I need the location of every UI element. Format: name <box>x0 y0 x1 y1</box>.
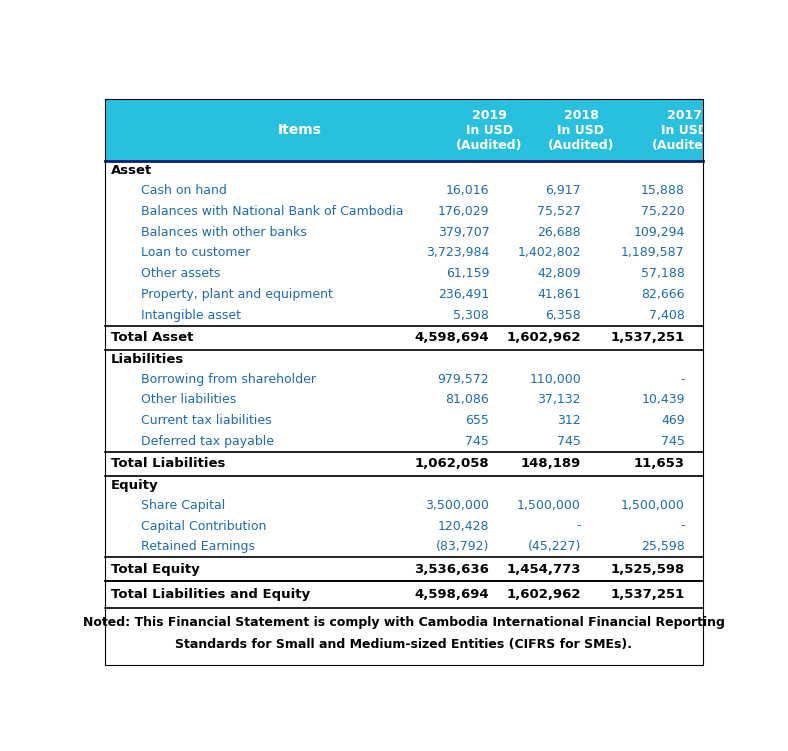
Text: 2019
In USD
(Audited): 2019 In USD (Audited) <box>456 109 522 152</box>
Text: 75,220: 75,220 <box>641 205 685 218</box>
Text: 1,602,962: 1,602,962 <box>507 588 581 601</box>
Text: (83,792): (83,792) <box>436 540 489 553</box>
Text: Total Liabilities: Total Liabilities <box>110 457 225 470</box>
Text: Total Equity: Total Equity <box>110 562 199 576</box>
Text: 469: 469 <box>661 415 685 427</box>
Text: 120,428: 120,428 <box>438 520 489 532</box>
Text: 75,527: 75,527 <box>537 205 581 218</box>
Text: 236,491: 236,491 <box>438 288 489 301</box>
Text: Balances with National Bank of Cambodia: Balances with National Bank of Cambodia <box>141 205 403 218</box>
Text: Share Capital: Share Capital <box>141 499 225 511</box>
Text: 1,189,587: 1,189,587 <box>621 246 685 260</box>
Text: 655: 655 <box>466 415 489 427</box>
Text: 81,086: 81,086 <box>445 394 489 406</box>
Text: 3,536,636: 3,536,636 <box>414 562 489 576</box>
Text: Other liabilities: Other liabilities <box>141 394 236 406</box>
Text: Equity: Equity <box>110 479 158 492</box>
Text: 42,809: 42,809 <box>537 267 581 280</box>
Text: 26,688: 26,688 <box>537 226 581 239</box>
Text: 11,653: 11,653 <box>634 457 685 470</box>
Text: 7,408: 7,408 <box>649 309 685 322</box>
Text: Noted: This Financial Statement is comply with Cambodia International Financial : Noted: This Financial Statement is compl… <box>83 617 725 629</box>
Text: Other assets: Other assets <box>141 267 221 280</box>
Text: 4,598,694: 4,598,694 <box>414 588 489 601</box>
Text: 5,308: 5,308 <box>453 309 489 322</box>
Text: Borrowing from shareholder: Borrowing from shareholder <box>141 372 316 385</box>
Text: 61,159: 61,159 <box>446 267 489 280</box>
Text: Capital Contribution: Capital Contribution <box>141 520 266 532</box>
Text: Retained Earnings: Retained Earnings <box>141 540 255 553</box>
Text: Current tax liabilities: Current tax liabilities <box>141 415 272 427</box>
Text: 2017
In USD
(Audited): 2017 In USD (Audited) <box>652 109 718 152</box>
Text: -: - <box>680 520 685 532</box>
Text: 25,598: 25,598 <box>641 540 685 553</box>
Text: 1,062,058: 1,062,058 <box>414 457 489 470</box>
Text: 1,525,598: 1,525,598 <box>611 562 685 576</box>
Text: 10,439: 10,439 <box>641 394 685 406</box>
Text: 1,537,251: 1,537,251 <box>611 331 685 344</box>
Text: -: - <box>577 520 581 532</box>
Text: 37,132: 37,132 <box>537 394 581 406</box>
Text: Loan to customer: Loan to customer <box>141 246 251 260</box>
Text: 979,572: 979,572 <box>437 372 489 385</box>
Text: 312: 312 <box>557 415 581 427</box>
Text: 110,000: 110,000 <box>530 372 581 385</box>
Text: 1,500,000: 1,500,000 <box>517 499 581 511</box>
Text: 745: 745 <box>557 435 581 448</box>
Text: 148,189: 148,189 <box>521 457 581 470</box>
Text: Cash on hand: Cash on hand <box>141 184 227 197</box>
Text: -: - <box>680 372 685 385</box>
Text: Total Liabilities and Equity: Total Liabilities and Equity <box>110 588 310 601</box>
Text: (45,227): (45,227) <box>528 540 581 553</box>
Text: 1,454,773: 1,454,773 <box>507 562 581 576</box>
Text: 16,016: 16,016 <box>446 184 489 197</box>
Text: 82,666: 82,666 <box>641 288 685 301</box>
FancyBboxPatch shape <box>105 99 703 161</box>
Text: 41,861: 41,861 <box>537 288 581 301</box>
Text: 6,358: 6,358 <box>545 309 581 322</box>
Text: Standards for Small and Medium-sized Entities (CIFRS for SMEs).: Standards for Small and Medium-sized Ent… <box>176 638 632 651</box>
Text: 109,294: 109,294 <box>634 226 685 239</box>
Text: 3,500,000: 3,500,000 <box>426 499 489 511</box>
Text: Liabilities: Liabilities <box>110 353 184 366</box>
Text: Asset: Asset <box>110 164 152 177</box>
Text: Total Asset: Total Asset <box>110 331 193 344</box>
Text: 1,500,000: 1,500,000 <box>621 499 685 511</box>
Text: 4,598,694: 4,598,694 <box>414 331 489 344</box>
Text: 745: 745 <box>466 435 489 448</box>
Text: 745: 745 <box>661 435 685 448</box>
Text: Items: Items <box>278 123 322 137</box>
Text: Property, plant and equipment: Property, plant and equipment <box>141 288 333 301</box>
Text: Intangible asset: Intangible asset <box>141 309 241 322</box>
Text: 57,188: 57,188 <box>641 267 685 280</box>
Text: 1,537,251: 1,537,251 <box>611 588 685 601</box>
Text: 3,723,984: 3,723,984 <box>426 246 489 260</box>
Text: 2018
In USD
(Audited): 2018 In USD (Audited) <box>548 109 614 152</box>
Text: 1,602,962: 1,602,962 <box>507 331 581 344</box>
Text: 1,402,802: 1,402,802 <box>518 246 581 260</box>
Text: 6,917: 6,917 <box>545 184 581 197</box>
Text: Deferred tax payable: Deferred tax payable <box>141 435 274 448</box>
Text: 176,029: 176,029 <box>438 205 489 218</box>
Text: 15,888: 15,888 <box>641 184 685 197</box>
Text: Balances with other banks: Balances with other banks <box>141 226 307 239</box>
Text: 379,707: 379,707 <box>437 226 489 239</box>
